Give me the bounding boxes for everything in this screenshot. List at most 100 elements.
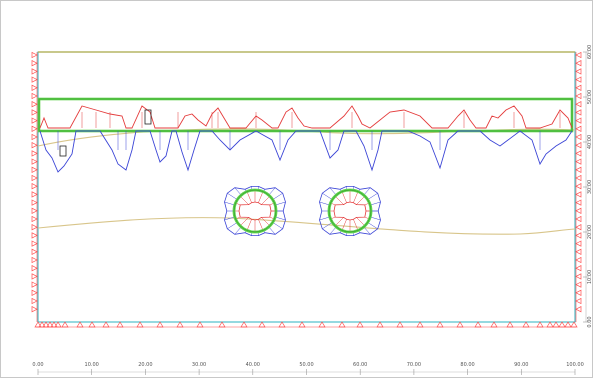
tunnel-moment-hatch <box>275 216 286 221</box>
tunnel-moment-hatch <box>370 201 381 206</box>
triangle-roller-icon <box>88 321 96 328</box>
tunnel-moment-hatch <box>224 216 235 221</box>
tunnel-moment-hatch <box>335 196 344 205</box>
x-tick-label: 30.00 <box>192 362 206 368</box>
tunnel-moment-hatch <box>370 216 381 221</box>
tunnel-moment-hatch <box>227 222 238 230</box>
triangle-support-icon <box>575 51 582 59</box>
triangle-support-icon <box>31 224 38 231</box>
tunnel-moment-hatch <box>356 196 365 205</box>
triangle-support-icon <box>575 133 582 141</box>
triangle-support-icon <box>31 68 38 75</box>
y-tick-label: 0.00 <box>587 316 593 327</box>
triangle-support-icon <box>575 166 582 173</box>
tunnel-moment-hatch <box>322 222 333 230</box>
y-tick-label: 20.00 <box>587 225 593 239</box>
tunnel-lining-inner <box>233 189 277 233</box>
tunnel-moment-outer <box>319 186 381 236</box>
tunnel-moment-outer <box>224 186 286 236</box>
triangle-roller-icon <box>278 321 286 328</box>
triangle-roller-icon <box>522 321 530 328</box>
triangle-roller-icon <box>506 321 514 328</box>
triangle-roller-icon <box>218 321 226 328</box>
x-tick-label: 40.00 <box>246 362 260 368</box>
triangle-roller-icon <box>436 321 444 328</box>
triangle-support-icon <box>575 191 582 198</box>
tunnel-moment-hatch <box>272 192 283 200</box>
x-tick-label: 20.00 <box>138 362 152 368</box>
triangle-support-icon <box>575 273 582 280</box>
section-marker-2[interactable] <box>144 109 152 125</box>
triangle-support-icon <box>31 125 38 132</box>
y-tick-label: 30.00 <box>587 180 593 194</box>
tunnel-moment-hatch <box>322 192 333 200</box>
triangle-support-icon <box>575 199 582 206</box>
triangle-roller-icon <box>318 321 326 328</box>
triangle-support-icon <box>575 125 582 132</box>
triangle-support-icon <box>575 101 582 108</box>
triangle-support-icon <box>31 265 38 272</box>
triangle-roller-icon <box>102 321 110 328</box>
triangle-roller-icon <box>136 321 144 328</box>
triangle-roller-icon <box>546 321 554 328</box>
triangle-roller-icon <box>61 321 69 328</box>
triangle-support-icon <box>575 232 582 239</box>
x-axis: 0.00 10.00 20.00 30.00 40.00 50.00 60.00 70.00 8… <box>32 362 584 375</box>
triangle-support-icon <box>575 215 582 223</box>
triangle-support-icon <box>31 133 38 141</box>
triangle-support-icon <box>31 150 38 157</box>
triangle-support-icon <box>31 142 38 149</box>
x-tick-label: 80.00 <box>460 362 474 368</box>
tunnel-right[interactable] <box>319 186 381 236</box>
tunnel-moment-hatch <box>367 222 378 230</box>
tunnel-moment-hatch <box>329 226 337 235</box>
triangle-support-icon <box>575 150 582 157</box>
tunnel-moment-hatch <box>227 192 238 200</box>
triangle-support-icon <box>575 265 582 272</box>
triangle-support-icon <box>31 191 38 198</box>
triangle-roller-icon <box>570 321 578 328</box>
triangle-support-icon <box>31 174 38 182</box>
triangle-roller-icon <box>456 321 464 328</box>
triangle-roller-icon <box>490 321 498 328</box>
x-tick-label: 50.00 <box>299 362 313 368</box>
triangle-support-icon <box>575 306 582 313</box>
slab-moment-negative <box>39 130 573 173</box>
triangle-support-icon <box>31 166 38 173</box>
x-tick-label: 70.00 <box>407 362 421 368</box>
y-tick-label: 60.00 <box>587 45 593 59</box>
section-marker-1[interactable] <box>59 145 67 157</box>
tunnel-moment-hatch <box>258 219 264 231</box>
triangle-support-icon <box>575 224 582 231</box>
triangle-support-icon <box>31 109 38 116</box>
tunnel-moment-hatch <box>246 219 252 231</box>
tunnel-moment-hatch <box>341 191 347 203</box>
triangle-support-icon <box>31 289 38 296</box>
tunnel-moment-hatch <box>261 217 270 226</box>
triangle-support-icon <box>575 183 582 190</box>
triangle-support-icon <box>31 183 38 190</box>
triangle-roller-icon <box>258 321 266 328</box>
y-tick-label: 10.00 <box>587 270 593 284</box>
y-tick-label: 40.00 <box>587 135 593 149</box>
triangle-support-icon <box>575 109 582 116</box>
tunnel-moment-hatch <box>240 217 249 226</box>
tunnel-moment-hatch <box>341 219 347 231</box>
triangle-roller-icon <box>474 321 482 328</box>
triangle-support-icon <box>31 207 38 214</box>
triangle-support-icon <box>575 76 582 83</box>
x-tick-label: 0.00 <box>32 362 43 368</box>
triangle-roller-icon <box>552 321 560 328</box>
soil-domain-boundary <box>37 51 576 323</box>
x-tick-label: 10.00 <box>85 362 99 368</box>
tunnel-moment-hatch <box>363 226 371 235</box>
triangle-support-icon <box>31 232 38 239</box>
left-boundary-supports <box>31 51 38 322</box>
slab-moment-positive <box>39 105 573 129</box>
tunnel-left[interactable] <box>224 186 286 236</box>
tunnel-moment-hatch <box>258 191 264 203</box>
x-tick-label: 100.00 <box>566 362 584 368</box>
